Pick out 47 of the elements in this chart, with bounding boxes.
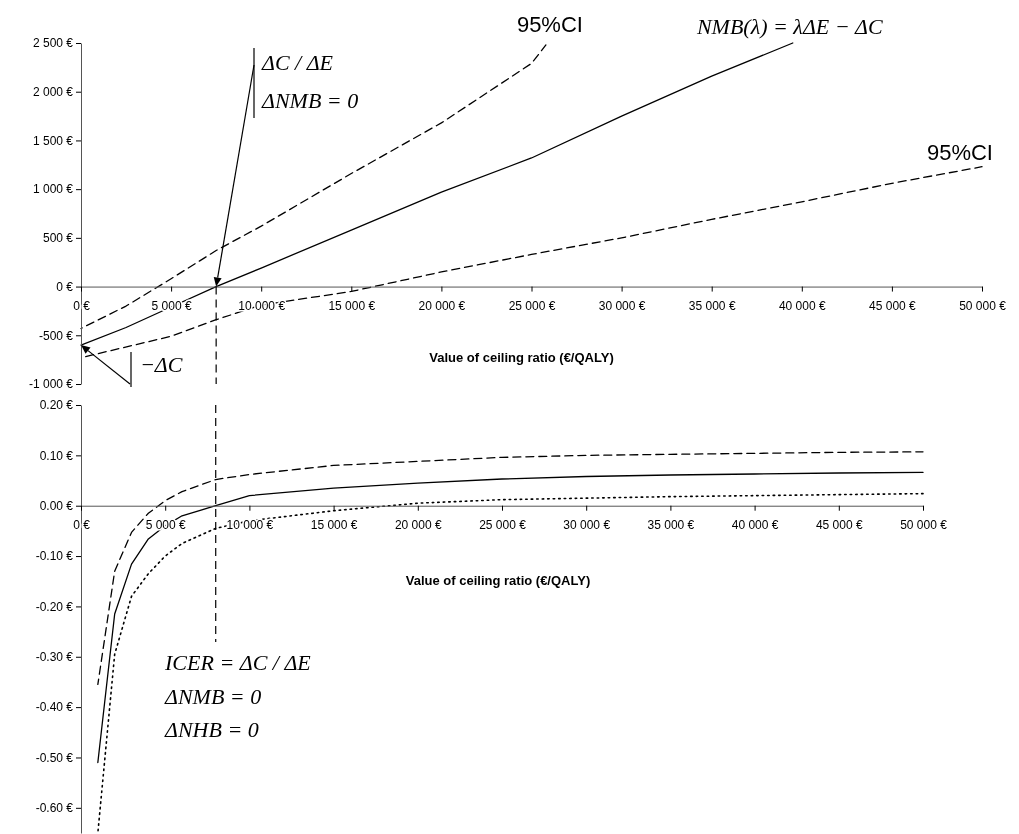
x-tick-label: 30 000 € xyxy=(598,299,646,314)
annotation: −ΔC xyxy=(140,352,183,378)
x-tick-label: 45 000 € xyxy=(869,299,917,314)
y-tick-label: -500 € xyxy=(38,328,74,343)
x-tick-label: 35 000 € xyxy=(647,518,695,533)
x-axis-title: Value of ceiling ratio (€/QALY) xyxy=(429,350,614,365)
y-tick-label: -0.10 € xyxy=(35,549,74,564)
x-tick-label: 20 000 € xyxy=(394,518,442,533)
x-tick-label: 50 000 € xyxy=(959,299,1007,314)
x-tick-label: 35 000 € xyxy=(688,299,736,314)
annotation: ΔNMB = 0 xyxy=(164,684,262,709)
x-tick-label: 0 € xyxy=(73,299,91,314)
annotation: NMB(λ) = λΔE − ΔC xyxy=(695,14,883,39)
x-tick-label: 40 000 € xyxy=(731,518,779,533)
y-tick-label: 0.10 € xyxy=(39,448,74,463)
y-tick-label: -0.30 € xyxy=(35,650,74,665)
x-tick-label: 30 000 € xyxy=(563,518,611,533)
annotation: ΔNHB = 0 xyxy=(164,717,259,742)
y-tick-label: 500 € xyxy=(42,231,74,246)
x-tick-label: 10 000 € xyxy=(226,518,274,533)
annotation: ICER = ΔC / ΔE xyxy=(164,650,312,675)
x-tick-label: 50 000 € xyxy=(900,518,948,533)
x-axis-title: Value of ceiling ratio (€/QALY) xyxy=(405,573,591,588)
y-tick-label: -0.50 € xyxy=(35,750,74,765)
y-tick-label: 0.00 € xyxy=(39,499,74,514)
y-tick-label: 1 500 € xyxy=(32,133,74,148)
x-tick-label: 0 € xyxy=(73,518,91,533)
annotation: ΔNMB = 0 xyxy=(261,88,359,113)
y-tick-label: -1 000 € xyxy=(28,377,74,392)
annotation: 95%CI xyxy=(926,139,993,165)
x-tick-label: 15 000 € xyxy=(310,518,358,533)
annotation: ΔC / ΔE xyxy=(261,50,334,75)
y-tick-label: -0.40 € xyxy=(35,700,74,715)
x-tick-label: 25 000 € xyxy=(508,299,556,314)
y-tick-label: 0.20 € xyxy=(39,398,74,413)
x-tick-label: 45 000 € xyxy=(815,518,863,533)
annotation: 95%CI xyxy=(516,11,583,37)
y-tick-label: -0.60 € xyxy=(35,801,74,816)
x-tick-label: 20 000 € xyxy=(418,299,466,314)
x-tick-label: 15 000 € xyxy=(328,299,376,314)
y-tick-label: 1 000 € xyxy=(32,182,74,197)
y-tick-label: -0.20 € xyxy=(35,599,74,614)
x-tick-label: 40 000 € xyxy=(778,299,826,314)
y-tick-label: 2 000 € xyxy=(32,85,74,100)
y-tick-label: 2 500 € xyxy=(32,36,74,51)
x-tick-label: 25 000 € xyxy=(479,518,527,533)
y-tick-label: 0 € xyxy=(56,279,74,294)
